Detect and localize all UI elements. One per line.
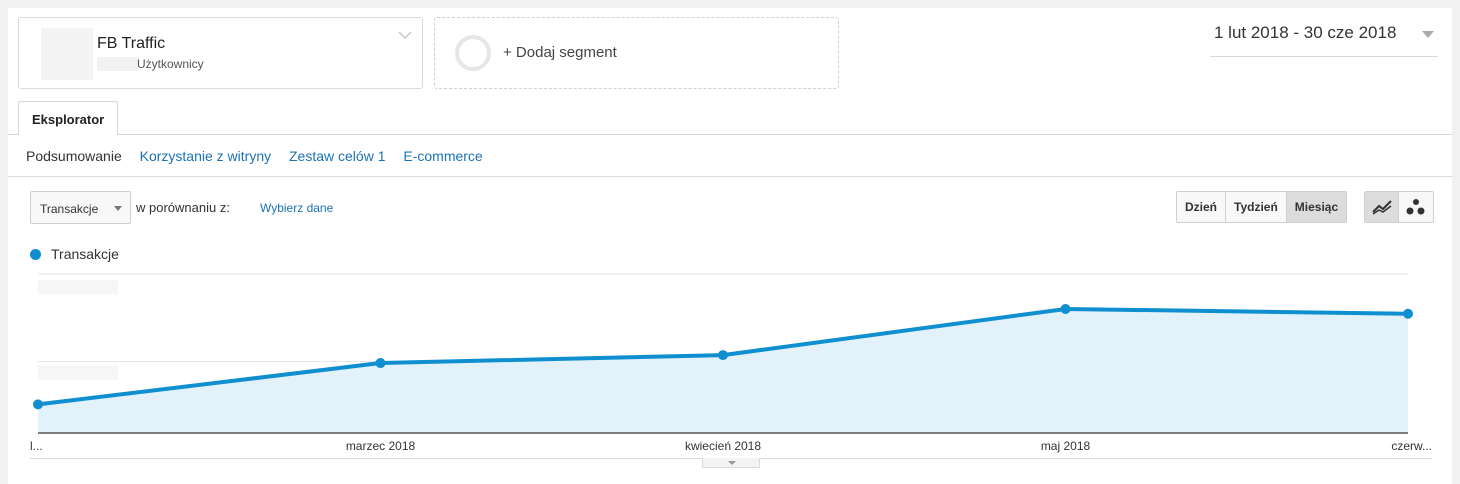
segment-card-fb-traffic[interactable]: FB Traffic Użytkownicy <box>18 17 423 89</box>
date-range-picker[interactable]: 1 lut 2018 - 30 cze 2018 <box>1210 23 1438 57</box>
legend-dot-icon <box>30 248 41 260</box>
empty-segment-circle-icon <box>455 35 491 71</box>
segment-avatar <box>41 28 93 80</box>
x-axis-label: l... <box>30 439 43 453</box>
motion-chart-button[interactable] <box>1399 192 1433 222</box>
x-axis-label: czerw... <box>1391 439 1432 453</box>
metric-selected: Transakcje <box>40 202 99 216</box>
y-tick-placeholder <box>38 365 118 380</box>
period-day-button[interactable]: Dzień <box>1177 192 1227 222</box>
chart-legend[interactable]: Transakcje <box>30 246 119 262</box>
period-week-button[interactable]: Tydzień <box>1226 192 1287 222</box>
series-area <box>38 308 1408 433</box>
subnav-zestaw-celow-1[interactable]: Zestaw celów 1 <box>289 148 386 164</box>
add-segment-card[interactable]: + Dodaj segment <box>434 17 839 89</box>
compare-label: w porównaniu z: <box>136 200 230 215</box>
add-segment-label: + Dodaj segment <box>503 44 617 61</box>
subnav-e-commerce[interactable]: E-commerce <box>403 148 483 164</box>
metric-dropdown[interactable]: Transakcje <box>30 191 131 224</box>
line-chart-button[interactable] <box>1365 192 1399 222</box>
motion-chart-icon <box>1406 199 1425 215</box>
segment-title: FB Traffic <box>97 35 166 52</box>
line-chart-icon <box>1371 200 1392 215</box>
report-panel: FB Traffic Użytkownicy + Dodaj segment 1… <box>8 8 1452 484</box>
chevron-down-icon[interactable] <box>398 28 412 42</box>
segment-sub-placeholder <box>97 57 139 71</box>
select-compare-metric-link[interactable]: Wybierz dane <box>260 201 334 215</box>
tab-divider <box>8 134 1452 135</box>
caret-down-icon <box>1422 31 1434 38</box>
period-toggle: Dzień Tydzień Miesiąc <box>1176 191 1348 223</box>
tab-label: Eksplorator <box>32 112 105 127</box>
period-month-button[interactable]: Miesiąc <box>1286 192 1347 222</box>
expand-chart-toggle[interactable] <box>702 458 760 468</box>
series-line <box>37 306 1409 407</box>
tab-eksplorator[interactable]: Eksplorator <box>18 101 118 135</box>
y-tick-placeholder <box>38 280 118 294</box>
date-range-text: 1 lut 2018 - 30 cze 2018 <box>1214 23 1397 42</box>
data-point <box>375 358 386 369</box>
report-subnav: Podsumowanie Korzystanie z witryny Zesta… <box>26 148 497 164</box>
x-axis-label: marzec 2018 <box>345 439 416 453</box>
data-point <box>1060 303 1071 314</box>
data-point <box>718 350 728 361</box>
x-axis-label: kwiecień 2018 <box>684 439 762 453</box>
subnav-divider <box>8 176 1452 177</box>
caret-down-icon <box>114 206 122 211</box>
subnav-korzystanie-z-witryny[interactable]: Korzystanie z witryny <box>139 148 272 164</box>
data-point <box>33 399 43 410</box>
x-axis-label: maj 2018 <box>1040 439 1091 453</box>
subnav-podsumowanie[interactable]: Podsumowanie <box>26 148 122 164</box>
chart-type-toggle <box>1364 191 1434 223</box>
legend-label: Transakcje <box>51 246 119 262</box>
data-point <box>1403 308 1413 319</box>
segment-subtitle: Użytkownicy <box>137 57 204 71</box>
